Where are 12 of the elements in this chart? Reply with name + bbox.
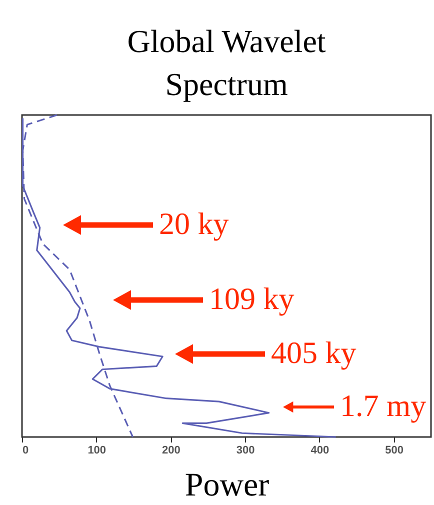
x-tick-label: 200 (162, 444, 180, 456)
x-tick-label: 400 (310, 444, 330, 456)
x-tick-label: 0 (22, 444, 29, 456)
x-tick-label: 500 (385, 444, 404, 456)
annotation: 20 ky (159, 206, 230, 241)
chart-title: Global Wavelet Spectrum (127, 23, 326, 102)
annotation: 109 ky (209, 281, 295, 316)
x-tick-label: 100 (88, 444, 106, 456)
x-tick-label: 300 (236, 444, 255, 456)
annotation: 405 ky (271, 335, 357, 370)
annotation: 1.7 my (340, 388, 427, 423)
x-axis-title: Power (184, 468, 270, 504)
